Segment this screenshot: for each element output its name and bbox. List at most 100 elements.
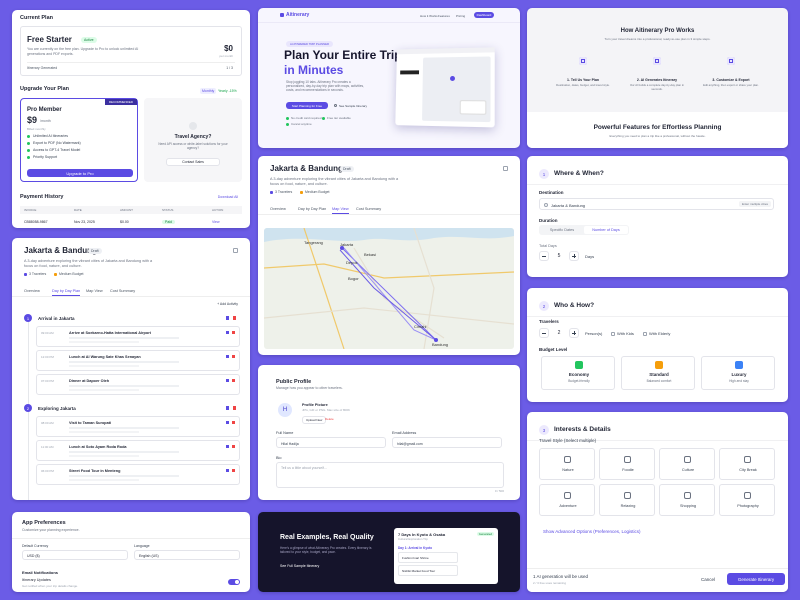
activity-actions[interactable]: [226, 379, 235, 382]
style-option[interactable]: Culture: [659, 448, 715, 480]
nav-link[interactable]: Pricing: [456, 14, 466, 18]
divider: [12, 538, 250, 539]
how-subtitle: Turn your travel dreams into a professio…: [604, 37, 711, 41]
stepper-plus[interactable]: [569, 328, 579, 338]
style-option[interactable]: Photography: [719, 484, 775, 516]
tab[interactable]: Overview: [270, 207, 286, 211]
checkbox[interactable]: [643, 331, 647, 336]
advanced-toggle[interactable]: Show Advanced Options (Preferences, Logi…: [543, 529, 641, 534]
table-cell: Paid: [162, 220, 176, 224]
tab[interactable]: Overview: [24, 289, 40, 293]
cancel-button[interactable]: Cancel: [700, 577, 715, 582]
hero-card: Aitinerary How it Works Features Pricing Das…: [258, 8, 520, 148]
trip-title: Jakarta & Bandung: [270, 164, 343, 173]
segment[interactable]: Specific Dates: [549, 228, 575, 232]
activity-actions[interactable]: [226, 421, 235, 424]
minus-glyph: [542, 332, 546, 334]
checkbox[interactable]: [611, 331, 615, 336]
add-activity[interactable]: + Add Activity: [217, 302, 238, 306]
activity-actions[interactable]: [226, 331, 235, 334]
upload-button[interactable]: Upload New: [302, 416, 327, 424]
tab[interactable]: Day by Day Plan: [298, 207, 327, 211]
activity-time: 12:00 PM: [41, 355, 54, 359]
activity-time: 07:00 PM: [41, 379, 54, 383]
activity-line: [69, 475, 179, 477]
activity-actions[interactable]: [226, 469, 235, 472]
generate-button[interactable]: Generate Itinerary: [727, 573, 785, 585]
budget-option[interactable]: Luxury High-end stay: [701, 356, 775, 390]
sea: [264, 228, 514, 242]
style-option[interactable]: Nature: [539, 448, 595, 480]
field-label: Full Name: [276, 431, 294, 435]
place-label: Bandung: [432, 342, 449, 347]
text-input[interactable]: hilal@gmail.com: [392, 437, 502, 448]
pro-cta[interactable]: Upgrade to Pro: [27, 169, 133, 177]
map-pin: [340, 246, 344, 250]
mock-bar: [396, 47, 495, 55]
primary-cta[interactable]: Start Planning for Free: [286, 102, 328, 109]
hero-pill: AI-POWERED TRIP PLANNER: [286, 41, 334, 47]
table-column: AMOUNT: [120, 208, 133, 212]
billing-toggle[interactable]: Monthly: [200, 88, 217, 94]
activity-actions[interactable]: [226, 355, 235, 358]
pref-subtitle: Customize your planning experience.: [22, 528, 80, 532]
secondary-cta[interactable]: See Sample Itinerary: [339, 104, 368, 108]
examples-link[interactable]: See Full Sample Itinerary: [280, 564, 320, 568]
examples-desc: Here's a glimpse of what Aitinerary Pro …: [280, 546, 372, 555]
activity-line: [69, 427, 179, 429]
table-cell[interactable]: View: [212, 220, 220, 224]
tab[interactable]: Cost Summary: [110, 289, 136, 293]
activity-item: 11:00 AM Lunch at Soto Ayam Roda Roda: [36, 440, 240, 461]
dashboard-button[interactable]: Dashboard: [474, 12, 494, 18]
activity-time: 08:00 AM: [41, 421, 54, 425]
toggle[interactable]: [228, 579, 240, 585]
tab[interactable]: Day by Day Plan: [52, 289, 81, 296]
stepper-minus[interactable]: [539, 328, 549, 338]
textarea[interactable]: Tell us a little about yourself...: [276, 462, 504, 488]
budget-option[interactable]: Economy Budget-friendly: [541, 356, 615, 390]
road: [413, 228, 435, 349]
nav-link[interactable]: How it Works: [420, 14, 438, 18]
text-input[interactable]: Hilal Hadija: [276, 437, 386, 448]
stepper-minus[interactable]: [539, 251, 549, 261]
destination-input[interactable]: Jakarta & Bandung Enter multiple cities: [539, 198, 774, 210]
segment[interactable]: Number of Days: [584, 226, 628, 234]
multi-city-button[interactable]: Enter multiple cities: [738, 201, 771, 207]
usage-label: Itinerary Generated: [27, 66, 58, 70]
day-title: Arrival in Jakarta: [38, 316, 75, 321]
check-icon: [286, 116, 289, 120]
tab[interactable]: Map View: [332, 207, 349, 214]
billing-toggle[interactable]: Yearly -15%: [218, 89, 237, 93]
preferences-card: App Preferences Customize your planning e…: [12, 512, 250, 592]
style-option[interactable]: Foodie: [599, 448, 655, 480]
tab[interactable]: Map View: [86, 289, 103, 293]
stepper-plus[interactable]: [569, 251, 579, 261]
step-title: 3. Customize & Export: [712, 78, 750, 82]
section-title: Current Plan: [20, 15, 54, 21]
check-icon: [27, 135, 30, 138]
sample-item: Nishiki Market Food Tour: [398, 565, 458, 576]
pro-note: Billed monthly: [27, 127, 46, 131]
day-actions: [226, 406, 236, 410]
edit-icon[interactable]: [233, 248, 238, 253]
activity-line: [69, 385, 179, 387]
select[interactable]: USD ($): [22, 550, 128, 560]
profile-title: Public Profile: [276, 379, 312, 385]
style-option[interactable]: Adventure: [539, 484, 595, 516]
style-option[interactable]: Shopping: [659, 484, 715, 516]
step-title: Who & How?: [554, 302, 595, 309]
tab[interactable]: Cost Summary: [356, 207, 382, 211]
agency-cta[interactable]: Contact Sales: [166, 158, 220, 166]
style-option[interactable]: City Break: [719, 448, 775, 480]
day-title: Exploring Jakarta: [38, 406, 76, 411]
select[interactable]: English (US): [134, 550, 240, 560]
download-all[interactable]: Download All: [217, 195, 238, 199]
edit-icon[interactable]: [503, 166, 508, 171]
budget-option[interactable]: Standard Balanced comfort: [621, 356, 695, 390]
style-option[interactable]: Relaxing: [599, 484, 655, 516]
activity-actions[interactable]: [226, 445, 235, 448]
hero-desc: Stop juggling 10 tabs. Aitinerary Pro cr…: [286, 80, 364, 93]
delete-button[interactable]: Delete: [325, 417, 334, 421]
nav-link[interactable]: Features: [438, 14, 450, 18]
